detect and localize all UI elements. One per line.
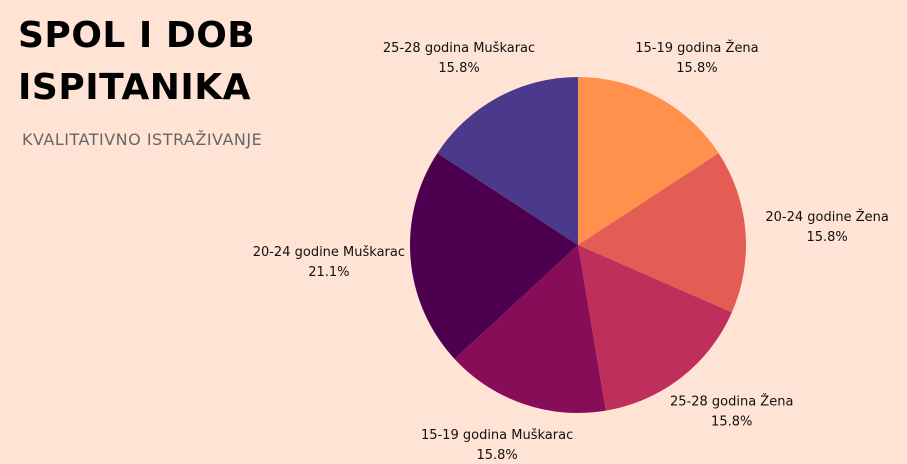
slice-value-label: 21.1% — [308, 265, 349, 280]
pie-slice — [409, 153, 578, 359]
slice-label: 15-19 godina Muškarac — [421, 428, 573, 443]
slice-label: 25-28 godina Žena — [670, 394, 793, 410]
slice-value-label: 15.8% — [806, 230, 847, 245]
slice-label: 25-28 godina Muškarac — [383, 41, 535, 56]
chart-title: SPOL I DOB ISPITANIKA — [18, 15, 256, 108]
pie-slice — [437, 77, 578, 245]
pie-slice — [454, 245, 606, 413]
slice-value-label: 15.8% — [676, 61, 717, 76]
pie-slice — [578, 153, 747, 313]
slice-label: 15-19 godina Žena — [635, 40, 758, 56]
slice-value-label: 15.8% — [476, 448, 517, 463]
slice-value-label: 15.8% — [711, 415, 752, 430]
slice-label: 20-24 godine Muškarac — [253, 245, 405, 260]
slice-value-label: 15.8% — [438, 61, 479, 76]
pie-slice — [578, 245, 732, 411]
pie-slice — [578, 77, 719, 245]
chart-subtitle: KVALITATIVNO ISTRAŽIVANJE — [22, 130, 263, 149]
slice-label: 20-24 godine Žena — [765, 209, 888, 225]
